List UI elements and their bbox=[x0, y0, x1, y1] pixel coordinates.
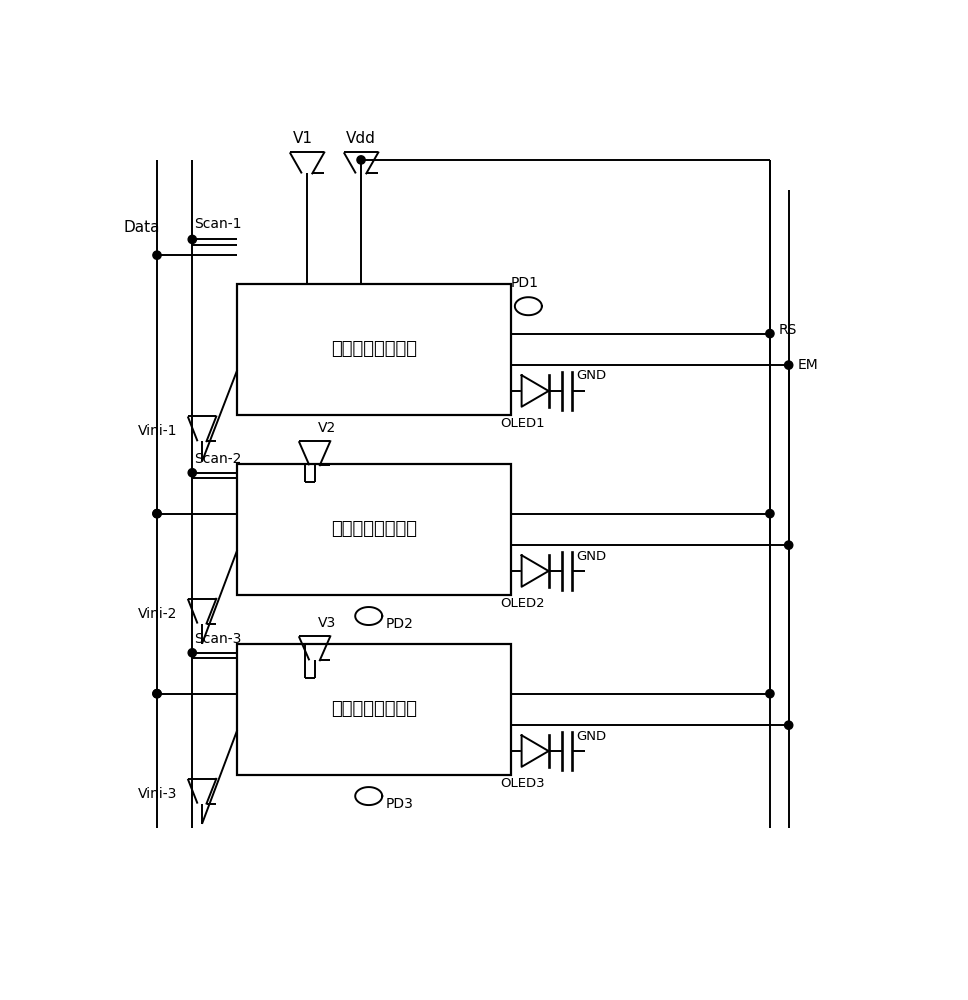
Circle shape bbox=[784, 361, 793, 369]
Text: GND: GND bbox=[576, 730, 607, 743]
Text: RS: RS bbox=[779, 323, 798, 337]
Text: Scan-1: Scan-1 bbox=[195, 217, 242, 231]
Text: EM: EM bbox=[798, 358, 818, 372]
Circle shape bbox=[188, 469, 197, 477]
Text: Scan-3: Scan-3 bbox=[195, 632, 242, 646]
Text: V3: V3 bbox=[318, 616, 336, 630]
Circle shape bbox=[188, 649, 197, 657]
Circle shape bbox=[153, 510, 161, 518]
Bar bbox=[237, 644, 511, 775]
Text: Vini-3: Vini-3 bbox=[137, 787, 177, 801]
Text: Vini-2: Vini-2 bbox=[137, 607, 177, 621]
Circle shape bbox=[153, 690, 161, 698]
Text: V1: V1 bbox=[293, 131, 314, 146]
Text: V2: V2 bbox=[318, 421, 336, 435]
Polygon shape bbox=[522, 555, 549, 587]
Circle shape bbox=[153, 690, 161, 698]
Polygon shape bbox=[522, 735, 549, 767]
Circle shape bbox=[357, 156, 365, 164]
Bar bbox=[237, 464, 511, 595]
Circle shape bbox=[766, 329, 774, 338]
Circle shape bbox=[784, 721, 793, 729]
Circle shape bbox=[784, 541, 793, 549]
Text: OLED3: OLED3 bbox=[500, 777, 545, 790]
Circle shape bbox=[766, 690, 774, 698]
Text: PD3: PD3 bbox=[385, 797, 413, 811]
Text: Vdd: Vdd bbox=[347, 131, 376, 146]
Circle shape bbox=[766, 510, 774, 518]
Text: GND: GND bbox=[576, 369, 607, 382]
Circle shape bbox=[153, 251, 161, 259]
Text: GND: GND bbox=[576, 550, 607, 563]
Text: 第一像素驱动单元: 第一像素驱动单元 bbox=[331, 340, 417, 358]
Circle shape bbox=[153, 510, 161, 518]
Text: 第三像素驱动单元: 第三像素驱动单元 bbox=[331, 700, 417, 718]
Bar bbox=[237, 284, 511, 415]
Polygon shape bbox=[522, 375, 549, 407]
Text: PD1: PD1 bbox=[511, 276, 539, 290]
Text: OLED1: OLED1 bbox=[500, 417, 545, 430]
Text: Scan-2: Scan-2 bbox=[195, 452, 242, 466]
Text: PD2: PD2 bbox=[385, 617, 413, 631]
Circle shape bbox=[188, 235, 197, 244]
Text: OLED2: OLED2 bbox=[500, 597, 545, 610]
Text: Vini-1: Vini-1 bbox=[137, 424, 177, 438]
Text: 第二像素驱动单元: 第二像素驱动单元 bbox=[331, 520, 417, 538]
Text: Data: Data bbox=[123, 220, 160, 235]
